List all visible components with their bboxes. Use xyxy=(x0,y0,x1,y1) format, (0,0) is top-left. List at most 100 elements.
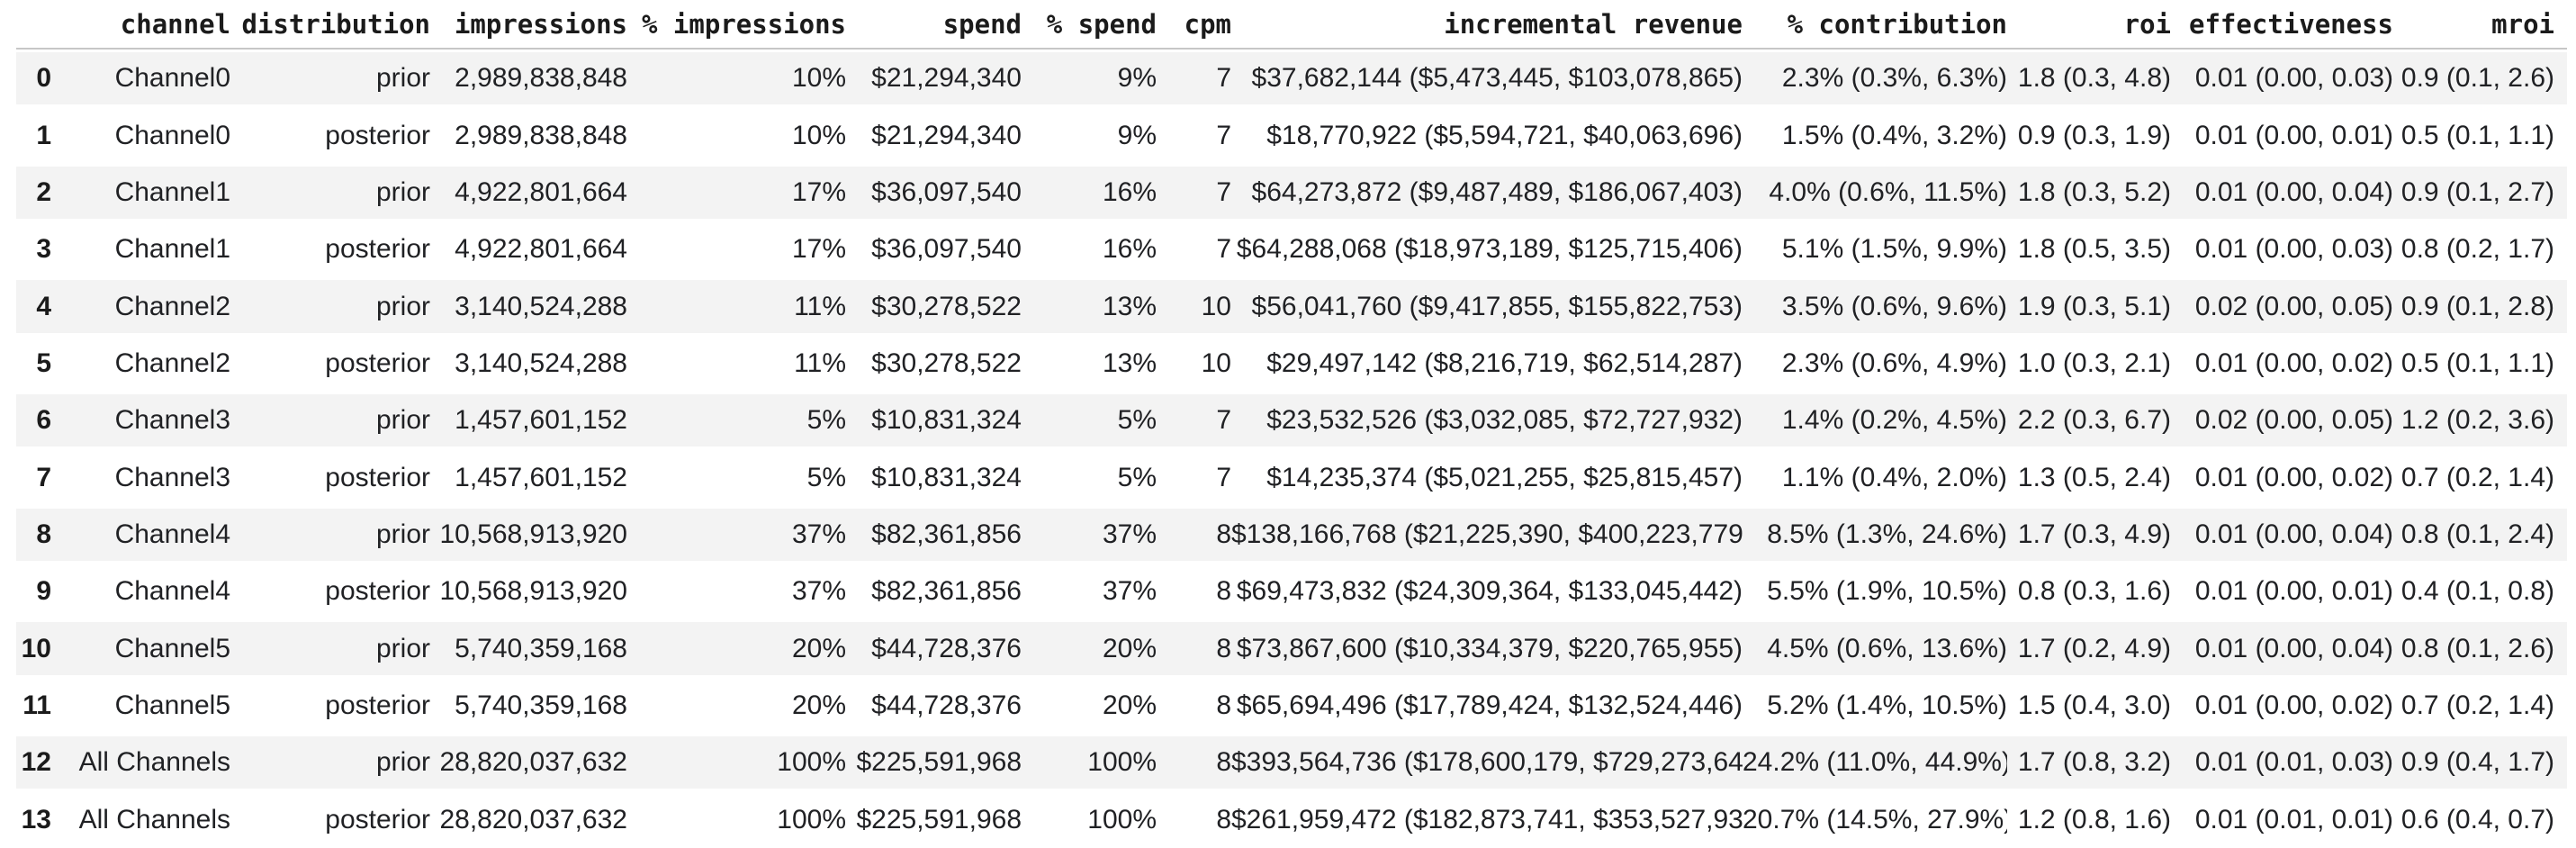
cell-incremental-revenue-row8: $138,166,768 ($21,225,390, $400,223,779) xyxy=(1231,505,1743,564)
cell-channel-row12: All Channels xyxy=(51,734,230,791)
cell-incremental-revenue-row6: $23,532,526 ($3,032,085, $72,727,932) xyxy=(1231,392,1743,449)
cell-pct-impressions-row9: 37% xyxy=(627,563,846,620)
cell-index-row3: 3 xyxy=(16,221,51,278)
cell-index-row8: 8 xyxy=(16,505,51,564)
cell-cpm-row9: 8 xyxy=(1157,563,1231,620)
cell-spend-row2: $36,097,540 xyxy=(846,163,1022,221)
cell-incremental-revenue-row0: $37,682,144 ($5,473,445, $103,078,865) xyxy=(1231,50,1743,107)
cell-distribution-row7: posterior xyxy=(230,448,430,506)
cell-effectiveness-row6: 0.02 (0.00, 0.05) xyxy=(2171,392,2393,449)
cell-channel-row6: Channel3 xyxy=(51,392,230,449)
cell-mroi-row13: 0.6 (0.4, 0.7) xyxy=(2393,790,2567,848)
cell-distribution-row5: posterior xyxy=(230,334,430,392)
cell-pct-contribution-row4: 3.5% (0.6%, 9.6%) xyxy=(1743,277,2007,335)
cell-distribution-row2: prior xyxy=(230,163,430,221)
cell-channel-row13: All Channels xyxy=(51,790,230,848)
cell-pct-contribution-row0: 2.3% (0.3%, 6.3%) xyxy=(1743,50,2007,107)
cell-impressions-row6: 1,457,601,152 xyxy=(430,392,627,449)
column-header-channel: channel xyxy=(51,0,230,50)
cell-pct-contribution-row13: 20.7% (14.5%, 27.9%) xyxy=(1743,790,2007,848)
cell-pct-impressions-row3: 17% xyxy=(627,221,846,278)
cell-distribution-row12: prior xyxy=(230,734,430,791)
column-header-spend: spend xyxy=(846,0,1022,50)
cell-mroi-row12: 0.9 (0.4, 1.7) xyxy=(2393,734,2567,791)
table-row-3: 3 Channel1 posterior 4,922,801,664 17% $36,09… xyxy=(16,221,2567,278)
cell-spend-row7: $10,831,324 xyxy=(846,448,1022,506)
cell-cpm-row8: 8 xyxy=(1157,505,1231,564)
cell-spend-row8: $82,361,856 xyxy=(846,505,1022,564)
cell-impressions-row9: 10,568,913,920 xyxy=(430,563,627,620)
cell-mroi-row8: 0.8 (0.1, 2.4) xyxy=(2393,505,2567,564)
cell-index-row4: 4 xyxy=(16,277,51,335)
cell-incremental-revenue-row12: $393,564,736 ($178,600,179, $729,273,645… xyxy=(1231,734,1743,791)
cell-distribution-row11: posterior xyxy=(230,676,430,735)
cell-distribution-row1: posterior xyxy=(230,106,430,164)
cell-index-row13: 13 xyxy=(16,790,51,848)
cell-spend-row11: $44,728,376 xyxy=(846,676,1022,735)
cell-index-row2: 2 xyxy=(16,163,51,221)
cell-channel-row4: Channel2 xyxy=(51,277,230,335)
cell-mroi-row4: 0.9 (0.1, 2.8) xyxy=(2393,277,2567,335)
cell-roi-row8: 1.7 (0.3, 4.9) xyxy=(2007,505,2171,564)
cell-cpm-row7: 7 xyxy=(1157,448,1231,506)
cell-channel-row7: Channel3 xyxy=(51,448,230,506)
cell-pct-spend-row11: 20% xyxy=(1022,676,1157,735)
cell-roi-row9: 0.8 (0.3, 1.6) xyxy=(2007,563,2171,620)
cell-mroi-row0: 0.9 (0.1, 2.6) xyxy=(2393,50,2567,107)
cell-distribution-row9: posterior xyxy=(230,563,430,620)
column-header-distribution: distribution xyxy=(230,0,430,50)
header-row: channel distribution impressions% impressi… xyxy=(16,0,2567,50)
cell-roi-row11: 1.5 (0.4, 3.0) xyxy=(2007,676,2171,735)
cell-spend-row3: $36,097,540 xyxy=(846,221,1022,278)
cell-index-row10: 10 xyxy=(16,619,51,677)
table-row-11: 11 Channel5 posterior 5,740,359,168 20% $44,7… xyxy=(16,676,2567,735)
cell-impressions-row7: 1,457,601,152 xyxy=(430,448,627,506)
cell-pct-impressions-row8: 37% xyxy=(627,505,846,564)
cell-cpm-row13: 8 xyxy=(1157,790,1231,848)
cell-effectiveness-row7: 0.01 (0.00, 0.02) xyxy=(2171,448,2393,506)
cell-mroi-row2: 0.9 (0.1, 2.7) xyxy=(2393,163,2567,221)
cell-spend-row5: $30,278,522 xyxy=(846,334,1022,392)
cell-pct-contribution-row3: 5.1% (1.5%, 9.9%) xyxy=(1743,221,2007,278)
cell-roi-row13: 1.2 (0.8, 1.6) xyxy=(2007,790,2171,848)
cell-pct-spend-row5: 13% xyxy=(1022,334,1157,392)
cell-impressions-row10: 5,740,359,168 xyxy=(430,619,627,677)
cell-effectiveness-row11: 0.01 (0.00, 0.02) xyxy=(2171,676,2393,735)
cell-effectiveness-row4: 0.02 (0.00, 0.05) xyxy=(2171,277,2393,335)
cell-impressions-row13: 28,820,037,632 xyxy=(430,790,627,848)
cell-channel-row9: Channel4 xyxy=(51,563,230,620)
cell-roi-row1: 0.9 (0.3, 1.9) xyxy=(2007,106,2171,164)
cell-pct-spend-row7: 5% xyxy=(1022,448,1157,506)
cell-roi-row12: 1.7 (0.8, 3.2) xyxy=(2007,734,2171,791)
cell-pct-impressions-row11: 20% xyxy=(627,676,846,735)
cell-incremental-revenue-row9: $69,473,832 ($24,309,364, $133,045,442) xyxy=(1231,563,1743,620)
cell-roi-row10: 1.7 (0.2, 4.9) xyxy=(2007,619,2171,677)
cell-mroi-row10: 0.8 (0.1, 2.6) xyxy=(2393,619,2567,677)
cell-pct-spend-row1: 9% xyxy=(1022,106,1157,164)
cell-incremental-revenue-row2: $64,273,872 ($9,487,489, $186,067,403) xyxy=(1231,163,1743,221)
cell-roi-row6: 2.2 (0.3, 6.7) xyxy=(2007,392,2171,449)
column-header-impressions: impressions xyxy=(430,0,627,50)
cell-pct-impressions-row13: 100% xyxy=(627,790,846,848)
cell-pct-impressions-row10: 20% xyxy=(627,619,846,677)
cell-pct-contribution-row6: 1.4% (0.2%, 4.5%) xyxy=(1743,392,2007,449)
cell-roi-row5: 1.0 (0.3, 2.1) xyxy=(2007,334,2171,392)
cell-pct-spend-row8: 37% xyxy=(1022,505,1157,564)
table-row-12: 12 All Channels prior 28,820,037,632 100% $22… xyxy=(16,734,2567,791)
column-header-pct-spend: % spend xyxy=(1022,0,1157,50)
cell-cpm-row6: 7 xyxy=(1157,392,1231,449)
cell-pct-contribution-row5: 2.3% (0.6%, 4.9%) xyxy=(1743,334,2007,392)
cell-impressions-row3: 4,922,801,664 xyxy=(430,221,627,278)
cell-mroi-row9: 0.4 (0.1, 0.8) xyxy=(2393,563,2567,620)
cell-incremental-revenue-row11: $65,694,496 ($17,789,424, $132,524,446) xyxy=(1231,676,1743,735)
cell-effectiveness-row5: 0.01 (0.00, 0.02) xyxy=(2171,334,2393,392)
cell-cpm-row10: 8 xyxy=(1157,619,1231,677)
cell-impressions-row8: 10,568,913,920 xyxy=(430,505,627,564)
cell-channel-row0: Channel0 xyxy=(51,50,230,107)
cell-pct-contribution-row2: 4.0% (0.6%, 11.5%) xyxy=(1743,163,2007,221)
table-row-5: 5 Channel2 posterior 3,140,524,288 11% $30,27… xyxy=(16,334,2567,392)
column-header-mroi: mroi xyxy=(2393,0,2567,50)
cell-pct-contribution-row9: 5.5% (1.9%, 10.5%) xyxy=(1743,563,2007,620)
cell-pct-contribution-row8: 8.5% (1.3%, 24.6%) xyxy=(1743,505,2007,564)
